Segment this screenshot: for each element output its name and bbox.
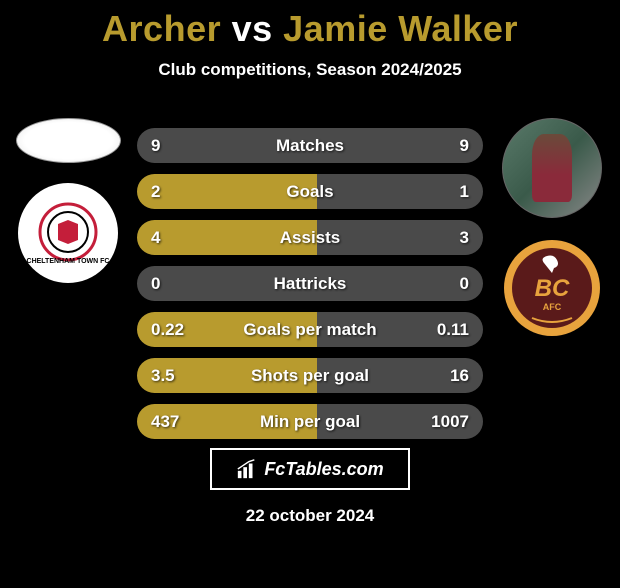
club-left-crest-icon [38,202,98,262]
chart-icon [236,458,258,480]
vs-text: vs [221,8,283,49]
svg-text:BC: BC [535,275,570,302]
stat-label: Shots per goal [251,366,369,386]
player2-club-badge: BC AFC [502,238,602,338]
stat-right-value: 3 [460,228,469,248]
stat-right-value: 16 [450,366,469,386]
stat-left-value: 3.5 [151,366,175,386]
subtitle: Club competitions, Season 2024/2025 [0,60,620,80]
player2-name: Jamie Walker [283,8,518,49]
stat-label: Assists [280,228,340,248]
stat-right-value: 9 [460,136,469,156]
stat-left-value: 437 [151,412,179,432]
stat-row: 2 Goals 1 [137,174,483,209]
comparison-title: Archer vs Jamie Walker [0,8,620,50]
date-text: 22 october 2024 [246,506,375,526]
stat-right-value: 0 [460,274,469,294]
left-column: CHELTENHAM TOWN FC [8,118,128,283]
club-left-name: CHELTENHAM TOWN FC [27,258,110,265]
stat-left-value: 2 [151,182,160,202]
svg-text:AFC: AFC [543,302,562,312]
stat-row: 9 Matches 9 [137,128,483,163]
stat-label: Min per goal [260,412,360,432]
stat-left-value: 4 [151,228,160,248]
club-right-crest-icon: BC AFC [502,238,602,338]
right-column: BC AFC [492,118,612,338]
player1-name: Archer [102,8,221,49]
stat-row: 3.5 Shots per goal 16 [137,358,483,393]
player2-avatar [502,118,602,218]
stat-left-value: 0 [151,274,160,294]
player1-club-badge: CHELTENHAM TOWN FC [18,183,118,283]
stat-row: 437 Min per goal 1007 [137,404,483,439]
site-logo: FcTables.com [210,448,410,490]
site-logo-text: FcTables.com [264,459,383,480]
player1-avatar [16,118,121,163]
stat-row: 4 Assists 3 [137,220,483,255]
stat-label: Goals [286,182,333,202]
stat-row: 0.22 Goals per match 0.11 [137,312,483,347]
stat-label: Hattricks [274,274,347,294]
stat-left-value: 0.22 [151,320,184,340]
stat-label: Matches [276,136,344,156]
stats-table: 9 Matches 9 2 Goals 1 4 Assists 3 0 Hattricks 0 0.22… [137,128,483,439]
stat-left-value: 9 [151,136,160,156]
stat-label: Goals per match [243,320,376,340]
stat-right-value: 0.11 [437,320,469,340]
stat-right-value: 1 [460,182,469,202]
stat-row: 0 Hattricks 0 [137,266,483,301]
stat-right-value: 1007 [431,412,469,432]
